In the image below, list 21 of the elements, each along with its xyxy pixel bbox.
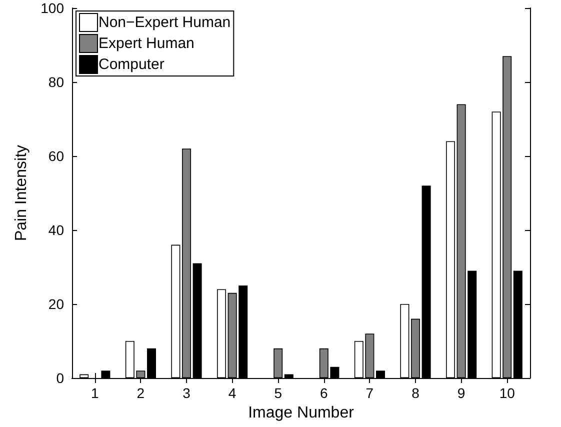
x-tick-label: 4 xyxy=(228,385,236,401)
x-tick-label: 7 xyxy=(366,385,374,401)
y-tick-label: 100 xyxy=(40,0,64,16)
x-tick-label: 1 xyxy=(91,385,99,401)
x-tick-label: 2 xyxy=(136,385,145,401)
y-tick-label: 0 xyxy=(56,370,64,386)
y-tick-label: 60 xyxy=(48,148,64,164)
x-tick-label: 6 xyxy=(320,385,328,401)
x-axis-title: Image Number xyxy=(248,404,355,422)
legend-label: Non−Expert Human xyxy=(98,14,231,31)
legend-label: Expert Human xyxy=(98,35,194,52)
x-tick-label: 8 xyxy=(412,385,420,401)
x-tick-label: 3 xyxy=(182,385,191,401)
x-tick-label: 5 xyxy=(274,385,282,401)
y-axis-title: Pain Intensity xyxy=(13,144,30,242)
x-tick-label: 10 xyxy=(499,385,516,401)
y-tick-label: 80 xyxy=(48,74,64,90)
y-tick-label: 40 xyxy=(48,222,64,238)
y-tick-label: 20 xyxy=(48,296,64,312)
legend-label: Computer xyxy=(98,56,164,73)
x-tick-label: 9 xyxy=(457,385,466,401)
